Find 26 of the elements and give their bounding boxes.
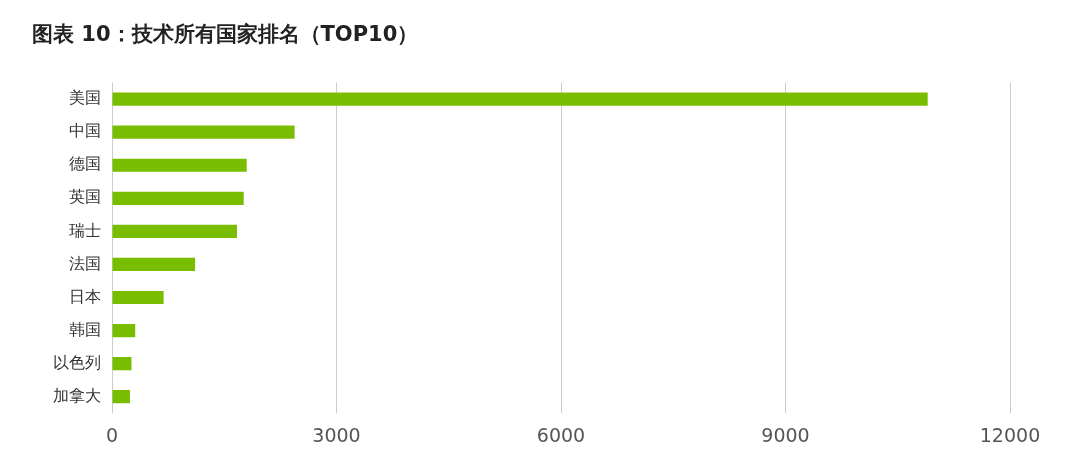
y-tick-label: 德国 (69, 154, 101, 174)
x-tick-label: 12000 (979, 423, 1041, 446)
y-tick-label: 以色列 (53, 352, 101, 372)
y-tick-label: 日本 (69, 286, 101, 306)
y-tick-label: 美国 (69, 88, 101, 108)
x-tick-label: 3000 (312, 423, 361, 446)
x-tick-label: 0 (105, 423, 119, 446)
bar (112, 158, 247, 172)
bar (112, 125, 295, 139)
y-tick-label: 瑞士 (69, 220, 101, 240)
y-tick-label: 英国 (69, 187, 101, 207)
y-tick-label: 加拿大 (53, 385, 101, 405)
x-tick-label: 9000 (761, 423, 810, 446)
y-tick-label: 韩国 (69, 319, 101, 339)
bar (112, 357, 132, 371)
y-tick-label: 中国 (69, 121, 101, 141)
bar (112, 92, 928, 106)
bar (112, 323, 136, 338)
bar (112, 290, 164, 305)
bar (112, 224, 237, 238)
chart-title: 图表 10：技术所有国家排名（TOP10） (32, 21, 419, 48)
x-tick-label: 6000 (536, 423, 586, 446)
bar (112, 191, 244, 205)
bar (112, 390, 130, 404)
y-tick-label: 法国 (69, 253, 101, 273)
bar (112, 257, 196, 272)
